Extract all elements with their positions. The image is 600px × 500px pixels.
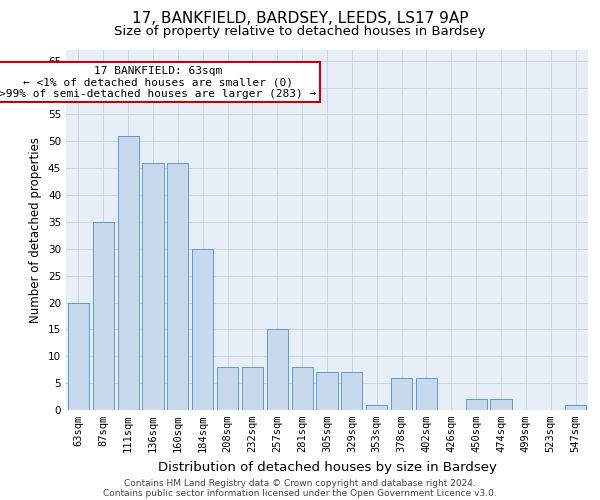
Bar [466,400,487,410]
Text: 17 BANKFIELD: 63sqm
← <1% of detached houses are smaller (0)
>99% of semi-detach: 17 BANKFIELD: 63sqm ← <1% of detached ho… [0,66,317,99]
Bar [391,378,412,410]
Y-axis label: Number of detached properties: Number of detached properties [29,137,43,323]
Bar [416,378,437,410]
Bar [167,163,188,410]
Bar [366,404,387,410]
Bar [142,163,164,410]
Bar [341,372,362,410]
Bar [292,367,313,410]
Bar [93,222,114,410]
Text: Size of property relative to detached houses in Bardsey: Size of property relative to detached ho… [114,25,486,38]
Bar [565,404,586,410]
Text: 17, BANKFIELD, BARDSEY, LEEDS, LS17 9AP: 17, BANKFIELD, BARDSEY, LEEDS, LS17 9AP [132,11,468,26]
Text: Contains HM Land Registry data © Crown copyright and database right 2024.: Contains HM Land Registry data © Crown c… [124,478,476,488]
Bar [192,249,213,410]
Bar [68,302,89,410]
X-axis label: Distribution of detached houses by size in Bardsey: Distribution of detached houses by size … [158,460,496,473]
Bar [217,367,238,410]
Bar [242,367,263,410]
Bar [490,400,512,410]
Bar [267,330,288,410]
Bar [316,372,338,410]
Bar [118,136,139,410]
Text: Contains public sector information licensed under the Open Government Licence v3: Contains public sector information licen… [103,488,497,498]
